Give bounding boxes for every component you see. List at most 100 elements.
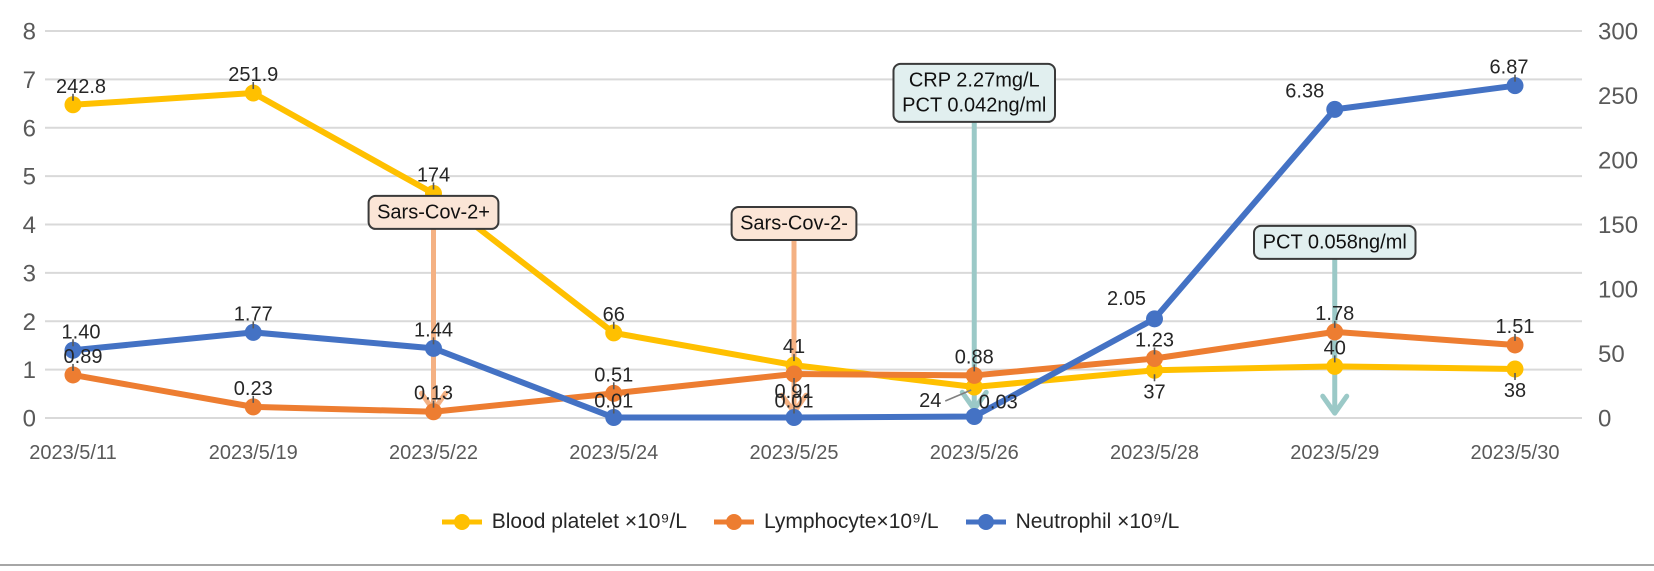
- data-point: [785, 409, 803, 427]
- data-point: [244, 84, 262, 102]
- legend-label-blood-platelet: Blood platelet ×10⁹/L: [491, 510, 687, 533]
- svg-text:50: 50: [1598, 341, 1625, 368]
- svg-text:8: 8: [23, 19, 36, 46]
- data-point: [965, 366, 983, 384]
- data-point: [425, 403, 442, 421]
- blood-platelet-line-marker-icon: [441, 514, 482, 530]
- legend-item-lymphocyte: Lymphocyte×10⁹/L: [713, 510, 939, 534]
- svg-text:100: 100: [1598, 277, 1638, 304]
- x-axis-labels: 2023/5/11 2023/5/19 2023/5/22 2023/5/24 2023…: [29, 442, 1559, 464]
- data-label: 0.13: [414, 383, 453, 405]
- data-point: [244, 323, 262, 341]
- right-axis-labels: 300 250 200 150 100 50 0: [1598, 19, 1638, 433]
- annotation-sars-cov-2-negative: Sars-Cov-2-: [730, 206, 858, 242]
- data-label: 1.77: [234, 303, 273, 325]
- svg-text:150: 150: [1598, 212, 1638, 239]
- data-label: 41: [783, 336, 805, 358]
- data-point: [605, 324, 623, 342]
- svg-text:5: 5: [23, 164, 36, 191]
- data-point: [605, 384, 623, 402]
- data-label: 0.23: [234, 378, 273, 400]
- neutrophil-line-marker-icon: [965, 514, 1006, 530]
- lymphocyte-line-marker-icon: [713, 514, 754, 530]
- legend-label-neutrophil: Neutrophil ×10⁹/L: [1015, 510, 1180, 533]
- svg-text:2023/5/25: 2023/5/25: [750, 442, 839, 464]
- data-point: [425, 339, 442, 357]
- svg-text:1: 1: [23, 357, 36, 384]
- data-point: [64, 366, 82, 384]
- data-labels: 242.8 251.9 174 66 41 24 37 40 38 0.89 0.23 0.13 0.5…: [56, 57, 1535, 414]
- data-label: 66: [603, 304, 625, 326]
- svg-text:200: 200: [1598, 148, 1638, 175]
- svg-text:2023/5/11: 2023/5/11: [29, 442, 117, 464]
- svg-text:Sars-Cov-2-: Sars-Cov-2-: [740, 213, 848, 235]
- legend-item-neutrophil: Neutrophil ×10⁹/L: [965, 510, 1180, 534]
- svg-text:2023/5/30: 2023/5/30: [1471, 442, 1560, 464]
- data-label: 0.51: [594, 364, 633, 386]
- data-point: [785, 365, 803, 383]
- data-label: 0.03: [979, 392, 1018, 414]
- series-lymphocyte-10-l: [64, 323, 1524, 421]
- data-point: [1326, 357, 1344, 375]
- data-label: 174: [417, 165, 450, 187]
- svg-text:2023/5/28: 2023/5/28: [1110, 442, 1199, 464]
- left-axis-labels: 8 7 6 5 4 3 2 1 0: [23, 19, 36, 433]
- data-label: 6.87: [1490, 57, 1529, 79]
- bottom-divider: [0, 564, 1654, 566]
- svg-text:7: 7: [23, 67, 36, 94]
- data-point: [1146, 310, 1163, 328]
- data-point: [1146, 361, 1163, 379]
- data-point: [64, 96, 82, 114]
- annotation-sars-cov-2-positive: Sars-Cov-2+: [367, 194, 500, 230]
- svg-text:4: 4: [23, 212, 36, 239]
- svg-text:2: 2: [23, 309, 36, 336]
- data-label: 0.01: [594, 391, 633, 413]
- svg-text:2023/5/29: 2023/5/29: [1290, 442, 1379, 464]
- data-point: [244, 398, 262, 416]
- svg-text:2023/5/22: 2023/5/22: [389, 442, 478, 464]
- series-neutrophil-10-l: [64, 77, 1524, 427]
- data-label: 1.78: [1315, 303, 1354, 325]
- data-point: [1326, 323, 1344, 341]
- data-point: [1506, 77, 1524, 95]
- svg-text:0: 0: [23, 406, 36, 433]
- data-label: 2.05: [1107, 288, 1146, 310]
- data-label: 37: [1143, 381, 1165, 403]
- data-label: 242.8: [56, 76, 106, 98]
- legend-label-lymphocyte: Lymphocyte×10⁹/L: [763, 510, 939, 533]
- data-label: 0.01: [775, 391, 814, 413]
- data-label: 0.89: [64, 346, 103, 368]
- data-point: [64, 341, 82, 359]
- svg-text:CRP 2.27mg/L: CRP 2.27mg/L: [909, 69, 1040, 91]
- data-point: [965, 408, 983, 426]
- svg-text:300: 300: [1598, 19, 1638, 46]
- data-point: [1326, 100, 1344, 118]
- svg-text:2023/5/26: 2023/5/26: [930, 442, 1019, 464]
- data-label: 38: [1504, 380, 1526, 402]
- data-point: [605, 409, 623, 427]
- svg-text:3: 3: [23, 260, 36, 287]
- data-label: 251.9: [228, 64, 278, 86]
- data-label: 0.91: [775, 381, 814, 403]
- annotation-pct-day29: PCT 0.058ng/ml: [1252, 224, 1417, 260]
- data-label: 40: [1324, 337, 1346, 359]
- data-label: 1.23: [1135, 329, 1174, 351]
- chart-legend: Blood platelet ×10⁹/L Lymphocyte×10⁹/L N…: [0, 510, 1620, 534]
- svg-text:PCT 0.042ng/ml: PCT 0.042ng/ml: [902, 94, 1046, 116]
- svg-text:250: 250: [1598, 83, 1638, 110]
- svg-text:Sars-Cov-2+: Sars-Cov-2+: [377, 201, 490, 223]
- data-point: [1146, 349, 1163, 367]
- legend-item-blood-platelet: Blood platelet ×10⁹/L: [441, 510, 687, 534]
- data-label: 1.51: [1496, 316, 1535, 338]
- data-label: 1.40: [62, 321, 101, 343]
- svg-text:PCT 0.058ng/ml: PCT 0.058ng/ml: [1263, 231, 1407, 253]
- svg-text:6: 6: [23, 115, 36, 142]
- svg-text:2023/5/24: 2023/5/24: [569, 442, 658, 464]
- data-label: 1.44: [414, 319, 453, 341]
- svg-text:0: 0: [1598, 406, 1611, 433]
- data-point: [1506, 336, 1524, 354]
- svg-text:2023/5/19: 2023/5/19: [209, 442, 298, 464]
- data-label: 0.88: [955, 346, 994, 368]
